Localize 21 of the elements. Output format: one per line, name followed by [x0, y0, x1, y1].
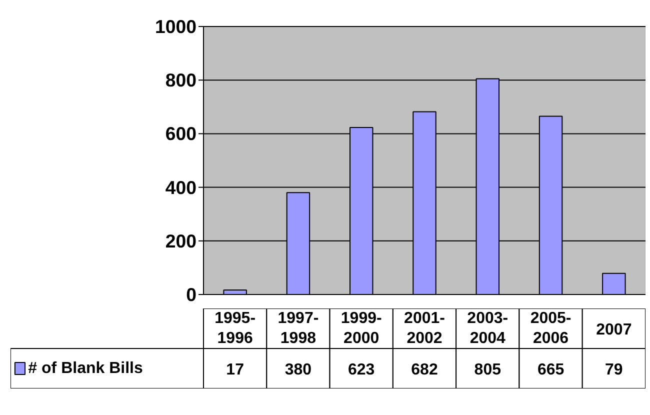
y-tick-label: 600: [165, 123, 197, 144]
data-label: 805: [474, 362, 502, 378]
legend-label: # of Blank Bills: [28, 360, 143, 377]
data-label: 665: [537, 362, 564, 378]
data-label: 682: [411, 362, 438, 378]
x-tick-label: 2007: [596, 322, 632, 338]
y-tick-label: 200: [165, 230, 197, 252]
y-tick-label: 0: [186, 284, 197, 305]
x-tick-label: 1999-2000: [340, 310, 382, 348]
y-tick-label: 400: [165, 176, 197, 198]
y-tick-label: 1000: [154, 16, 197, 37]
x-tick-label: 1995-1996: [214, 310, 256, 348]
x-tick-label: 2003-2004: [467, 310, 508, 348]
x-tick-label: 2001-2002: [404, 310, 445, 348]
data-label: 79: [605, 362, 623, 378]
data-label: 380: [284, 362, 312, 378]
x-tick-label: 2005-2006: [530, 310, 572, 348]
data-label: 623: [348, 362, 375, 378]
x-tick-label: 1997-1998: [278, 310, 319, 348]
data-label: 17: [226, 362, 244, 378]
y-tick-label: 800: [165, 70, 197, 91]
